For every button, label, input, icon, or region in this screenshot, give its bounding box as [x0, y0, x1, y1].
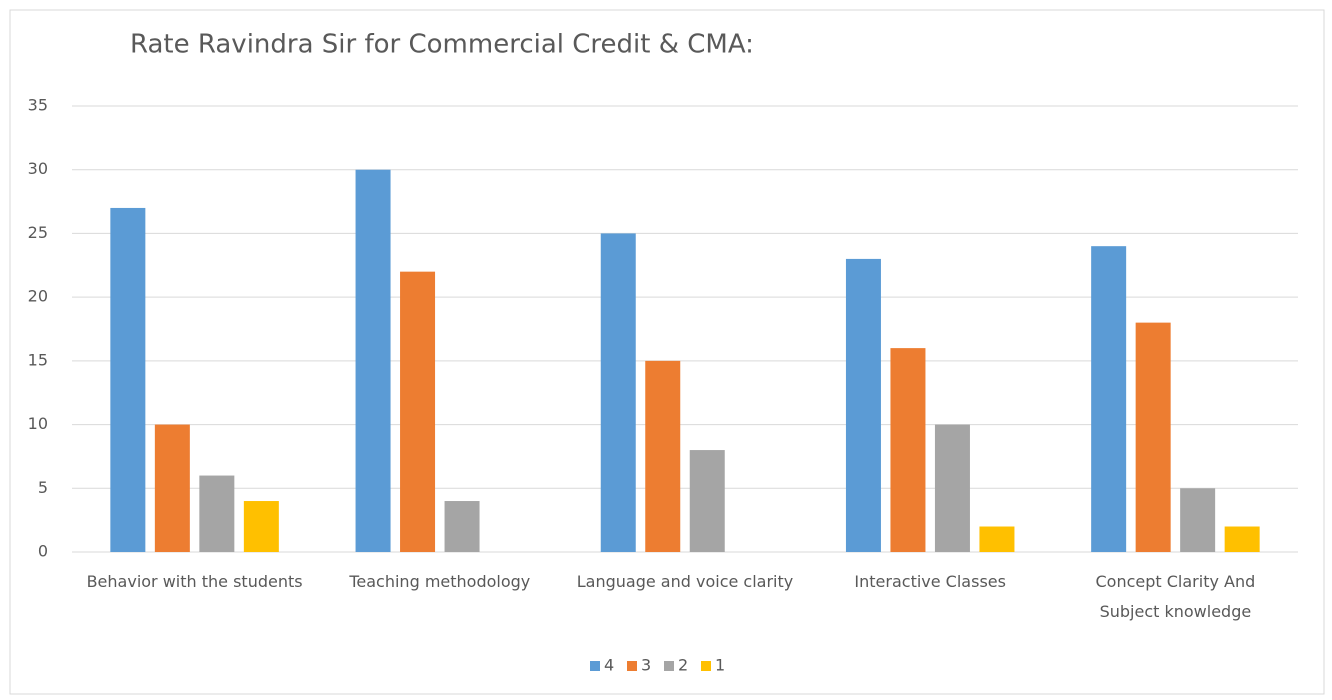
- bar: [444, 501, 480, 552]
- bar: [199, 475, 235, 552]
- bar: [110, 207, 146, 552]
- y-tick-label: 30: [28, 159, 48, 178]
- bar: [979, 526, 1015, 552]
- y-tick-label: 35: [28, 96, 48, 115]
- bar: [400, 271, 436, 552]
- bar: [154, 424, 190, 552]
- x-tick-label: Behavior with the students: [86, 572, 303, 591]
- bar: [355, 169, 391, 552]
- y-tick-label: 0: [38, 542, 48, 561]
- y-tick-label: 20: [28, 287, 48, 306]
- x-tick-label: Teaching methodology: [349, 572, 531, 591]
- bar: [1135, 322, 1171, 552]
- y-tick-label: 25: [28, 223, 48, 242]
- legend-label: 4: [604, 656, 614, 675]
- legend-swatch: [627, 661, 637, 671]
- bar: [934, 424, 970, 552]
- legend-label: 1: [715, 656, 725, 675]
- legend-label: 2: [678, 656, 688, 675]
- x-tick-label: Concept Clarity And Subject knowledge: [1095, 572, 1256, 621]
- bar: [1224, 526, 1260, 552]
- chart-title: Rate Ravindra Sir for Commercial Credit …: [130, 30, 754, 60]
- y-tick-label: 5: [38, 478, 48, 497]
- legend-swatch: [664, 661, 674, 671]
- x-tick-label: Language and voice clarity: [576, 572, 794, 591]
- bar: [600, 233, 636, 552]
- bar: [1091, 246, 1127, 552]
- y-tick-label: 15: [28, 350, 48, 369]
- bar: [243, 501, 279, 552]
- bar: [845, 258, 881, 552]
- bar: [645, 360, 681, 552]
- x-tick-label: Interactive Classes: [854, 572, 1006, 591]
- legend-swatch: [590, 661, 600, 671]
- legend-swatch: [701, 661, 711, 671]
- bar: [890, 348, 926, 552]
- legend-label: 3: [641, 656, 651, 675]
- bar: [689, 450, 725, 552]
- y-tick-label: 10: [28, 414, 48, 433]
- bar: [1180, 488, 1216, 552]
